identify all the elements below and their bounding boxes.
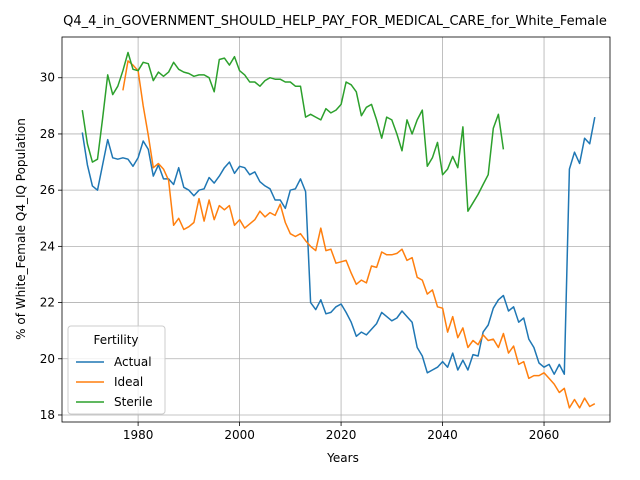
x-axis-label: Years [326, 451, 359, 465]
x-axis-ticks: 1980 2000 2020 2040 2060 [123, 422, 559, 442]
y-tick-label: 20 [40, 352, 55, 366]
y-tick-label: 26 [40, 183, 55, 197]
legend-label-ideal: Ideal [114, 375, 143, 389]
legend-entries: Actual Ideal Sterile [76, 355, 153, 409]
x-tick-label: 2000 [224, 428, 255, 442]
y-axis-ticks: 18 20 22 24 26 28 30 [40, 71, 62, 422]
x-tick-label: 2040 [427, 428, 458, 442]
chart-title: Q4_4_in_GOVERNMENT_SHOULD_HELP_PAY_FOR_M… [63, 14, 607, 29]
series-line-sterile [81, 51, 505, 212]
legend-box [67, 325, 166, 415]
legend: Fertility Actual Ideal Sterile [67, 325, 166, 415]
y-tick-label: 22 [40, 296, 55, 310]
plot-frame [61, 36, 611, 423]
y-axis-label: % of White_Female Q4_IQ Population [14, 118, 28, 340]
legend-title: Fertility [93, 333, 138, 347]
series-line-ideal [122, 60, 596, 409]
y-tick-label: 24 [40, 239, 55, 253]
x-tick-label: 1980 [123, 428, 154, 442]
x-tick-label: 2020 [326, 428, 357, 442]
legend-label-sterile: Sterile [114, 395, 153, 409]
x-tick-label: 2060 [529, 428, 560, 442]
series-lines [81, 51, 596, 409]
y-tick-label: 28 [40, 127, 55, 141]
y-tick-label: 18 [40, 408, 55, 422]
legend-label-actual: Actual [114, 355, 152, 369]
y-tick-label: 30 [40, 71, 55, 85]
